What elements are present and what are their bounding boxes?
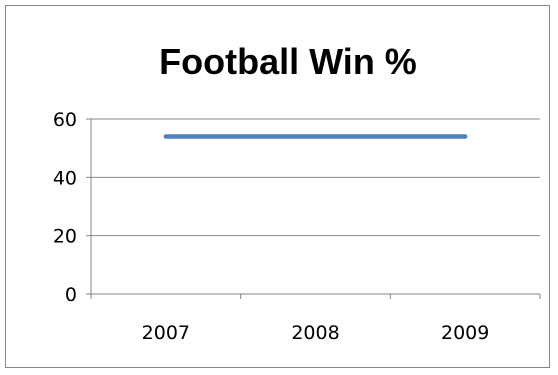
- x-tick-label: 2007: [142, 322, 190, 344]
- gridlines: [91, 118, 540, 237]
- y-tick-label: 40: [53, 167, 77, 189]
- y-tick-label: 0: [65, 284, 77, 306]
- y-axis-ticks: 0 20 40 60: [53, 109, 77, 306]
- y-tick-label: 60: [53, 109, 77, 131]
- x-axis-ticks: 2007 2008 2009: [142, 322, 490, 344]
- axes: [86, 118, 541, 299]
- chart-title: Football Win %: [159, 41, 417, 82]
- y-tick-label: 20: [53, 226, 77, 248]
- x-tick-label: 2008: [291, 322, 339, 344]
- x-tick-label: 2009: [441, 322, 489, 344]
- chart-frame: [5, 5, 550, 368]
